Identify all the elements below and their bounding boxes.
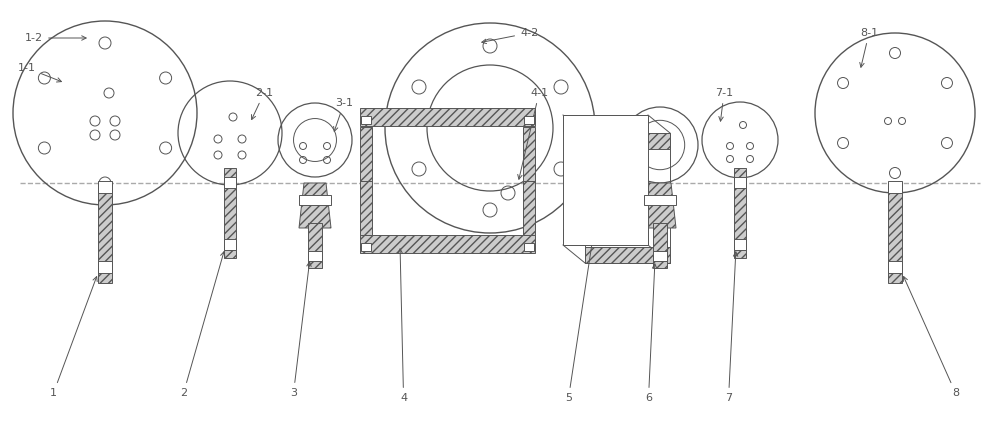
Text: 3-1: 3-1 — [334, 98, 353, 132]
Bar — [653, 223, 667, 268]
Text: 2: 2 — [180, 252, 225, 398]
Bar — [563, 115, 648, 245]
Bar — [360, 127, 372, 181]
Text: 1-2: 1-2 — [25, 33, 86, 43]
Bar — [523, 181, 535, 235]
Text: 4-1: 4-1 — [518, 88, 548, 179]
Bar — [224, 177, 236, 188]
Bar — [360, 181, 372, 235]
Bar — [523, 127, 535, 181]
Text: 6: 6 — [645, 264, 657, 403]
Polygon shape — [644, 183, 676, 228]
Bar — [98, 181, 112, 193]
Bar — [361, 116, 371, 124]
Text: 8: 8 — [903, 277, 959, 398]
Bar — [888, 261, 902, 273]
Text: 7-1: 7-1 — [715, 88, 733, 121]
Bar — [224, 168, 236, 258]
Bar — [653, 251, 667, 261]
Text: 3: 3 — [290, 262, 311, 398]
Bar — [361, 243, 371, 251]
Bar — [563, 229, 648, 245]
Bar — [308, 251, 322, 261]
Bar — [308, 223, 322, 268]
Bar — [734, 177, 746, 188]
Bar — [98, 183, 112, 283]
Bar — [734, 239, 746, 250]
Bar — [888, 183, 902, 283]
Text: 8-1: 8-1 — [860, 28, 878, 67]
Bar — [98, 261, 112, 273]
Bar — [360, 108, 535, 126]
Text: 2-1: 2-1 — [252, 88, 273, 120]
Bar — [524, 116, 534, 124]
Bar — [524, 243, 534, 251]
Text: 5: 5 — [565, 241, 594, 403]
Bar — [644, 195, 676, 205]
Text: 7: 7 — [725, 252, 738, 403]
Bar — [563, 115, 648, 131]
Text: 1-1: 1-1 — [18, 63, 61, 82]
Bar — [888, 181, 902, 193]
Polygon shape — [299, 183, 331, 228]
Bar — [585, 247, 670, 263]
Bar — [360, 235, 535, 253]
Bar — [585, 133, 670, 149]
Text: 4-2: 4-2 — [482, 28, 538, 44]
Bar — [734, 168, 746, 258]
Bar — [224, 239, 236, 250]
Text: 4: 4 — [398, 249, 407, 403]
Text: 1: 1 — [50, 277, 97, 398]
Bar — [299, 195, 331, 205]
